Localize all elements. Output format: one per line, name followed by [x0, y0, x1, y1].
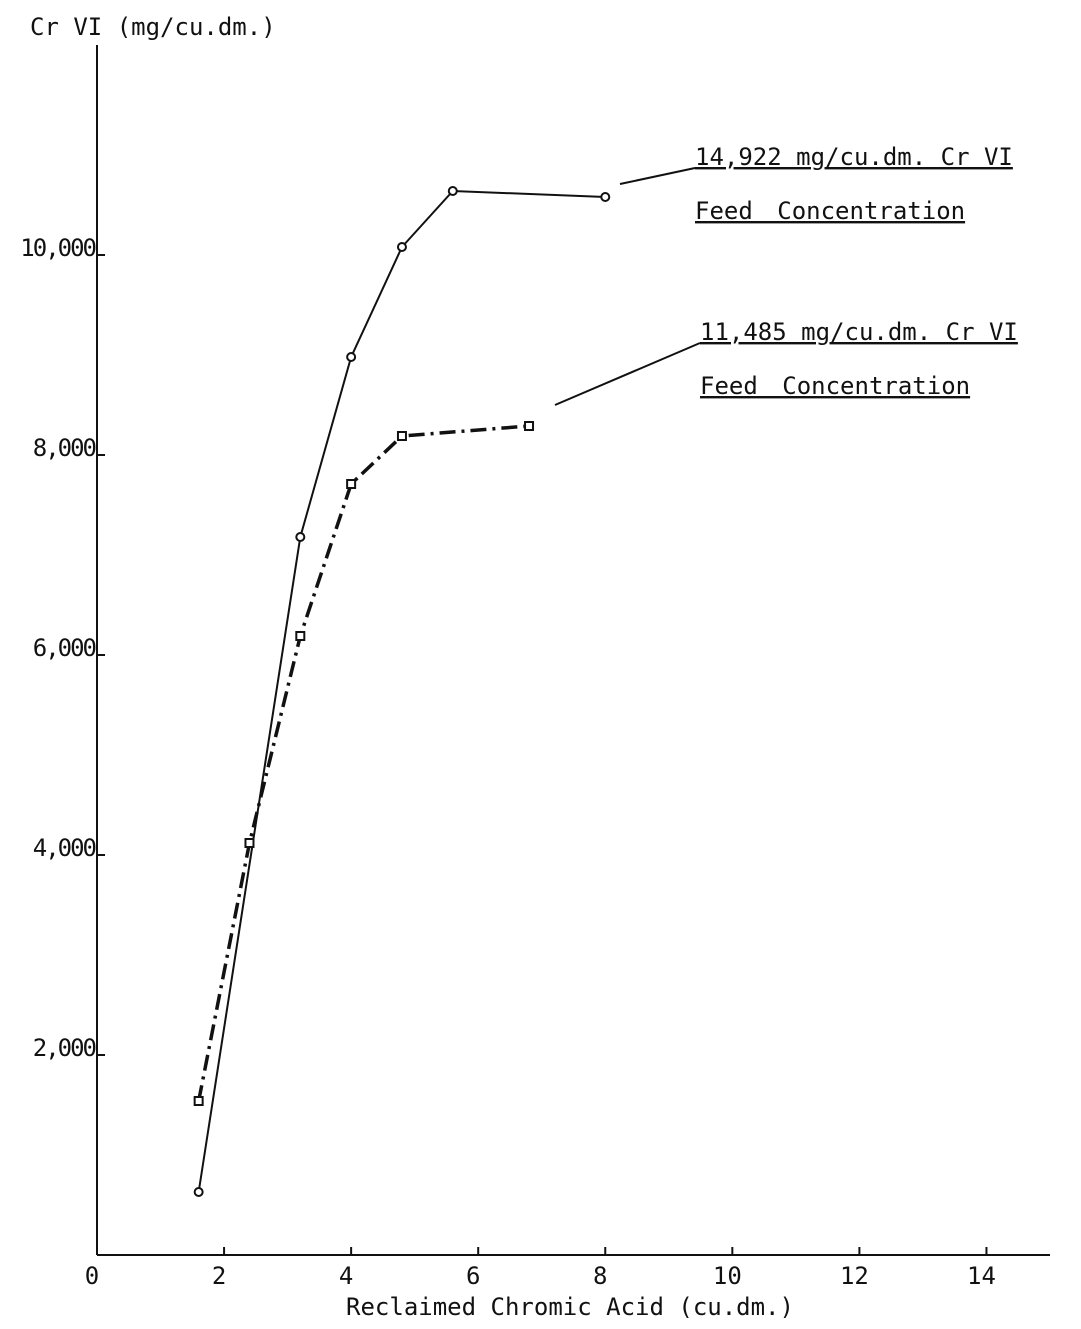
y-tick-label: 8,000: [33, 434, 96, 462]
point: [447, 186, 458, 196]
annotation: 11,485 mg/cu.dm. Cr VI: [700, 318, 1018, 346]
annotation: Feed Concentration: [695, 197, 965, 225]
x-tick-label: 12: [840, 1262, 869, 1290]
y-tick-label: 6,000: [33, 634, 96, 662]
leader-line: [554, 342, 701, 406]
leader-line: [619, 167, 696, 185]
x-axis-label: Reclaimed Chromic Acid (cu.dm.): [346, 1293, 794, 1321]
point: [193, 1187, 204, 1197]
x-tick-label: 2: [212, 1262, 226, 1290]
x-tick-label: 14: [967, 1262, 996, 1290]
annotation: 14,922 mg/cu.dm. Cr VI: [695, 143, 1013, 171]
x-tick-label: 10: [713, 1262, 742, 1290]
y-axis-label: Cr VI (mg/cu.dm.): [30, 13, 276, 41]
point: [295, 631, 306, 641]
series-line: [196, 424, 530, 1102]
x-tick-label: 6: [466, 1262, 480, 1290]
x-tick-label: 0: [85, 1262, 99, 1290]
y-tick-label: 10,000: [20, 234, 95, 262]
point: [193, 1096, 204, 1106]
y-tick-label: 4,000: [33, 834, 96, 862]
point: [295, 532, 306, 542]
point: [524, 421, 535, 431]
point: [600, 192, 611, 202]
point: [346, 352, 357, 362]
x-tick-label: 8: [593, 1262, 607, 1290]
point: [396, 431, 407, 441]
point: [396, 242, 407, 252]
point: [244, 838, 255, 848]
annotation: Feed Concentration: [700, 372, 970, 400]
point: [346, 479, 357, 489]
series-line: [197, 189, 606, 1193]
x-tick-label: 4: [339, 1262, 353, 1290]
y-tick-label: 2,000: [33, 1034, 96, 1062]
